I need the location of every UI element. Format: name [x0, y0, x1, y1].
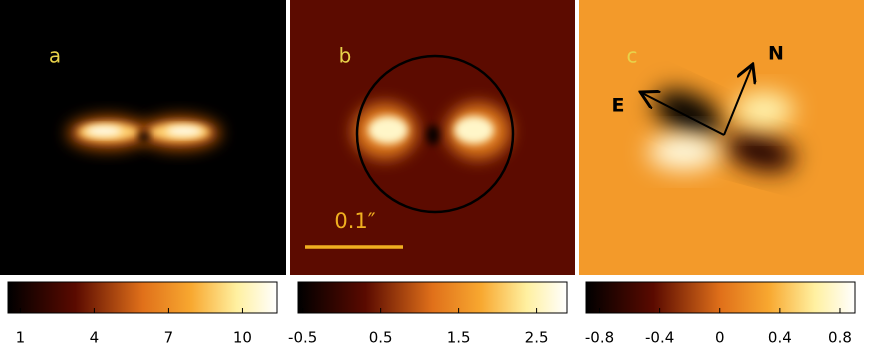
panel-a-image — [0, 0, 286, 275]
panel-label: c — [627, 44, 638, 68]
colorbar-tick-label: 2.5 — [525, 329, 549, 347]
compass-east: E — [612, 95, 625, 117]
colorbar — [297, 281, 568, 314]
colorbar-tick-label: 7 — [164, 329, 174, 347]
panel-b-image — [290, 0, 575, 275]
colorbar-tick-label: 4 — [90, 329, 100, 347]
colorbar-tick-label: -0.5 — [288, 329, 317, 347]
colorbar-tick-label: -0.8 — [585, 329, 614, 347]
panel-label: a — [49, 44, 61, 68]
scale-bar-label: 0.1″ — [334, 209, 375, 233]
colorbar-tick-label: 0 — [715, 329, 725, 347]
colorbar-tick-label: 0.4 — [768, 329, 792, 347]
panel-label: b — [339, 44, 352, 68]
compass-north: N — [768, 43, 784, 65]
colorbar — [7, 281, 278, 314]
colorbar-tick-label: -0.4 — [645, 329, 674, 347]
colorbar-tick-label: 1.5 — [447, 329, 471, 347]
colorbar-tick-label: 0.8 — [828, 329, 852, 347]
colorbar — [585, 281, 856, 314]
colorbar-tick-label: 1 — [16, 329, 26, 347]
colorbars: 1 4 7 10 -0.5 0.5 1.5 2.5 -0.8 -0.4 0 0.4 0.8 — [7, 281, 856, 347]
panel-c-image — [579, 0, 864, 275]
colorbar-tick-label: 10 — [233, 329, 252, 347]
colorbar-tick-label: 0.5 — [369, 329, 393, 347]
